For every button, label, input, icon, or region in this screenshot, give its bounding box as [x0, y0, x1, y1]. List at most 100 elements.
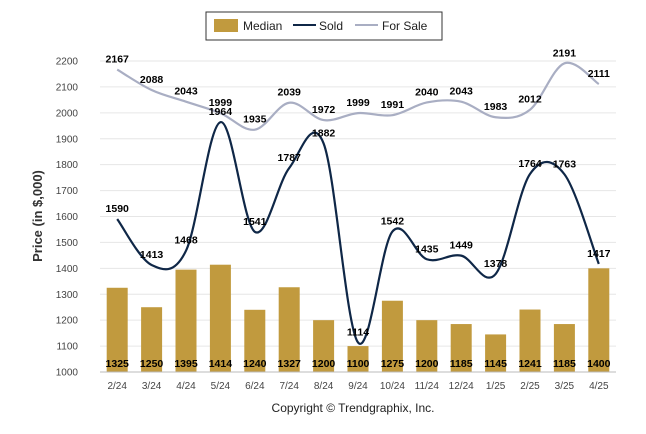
- median-bar: [553, 324, 575, 372]
- sold-data-label: 1417: [587, 248, 611, 260]
- x-tick-label: 9/24: [348, 381, 368, 392]
- median-bar-label: 1100: [347, 358, 370, 370]
- x-tick-label: 10/24: [380, 381, 405, 392]
- median-bar-label: 1325: [106, 358, 130, 370]
- sold-data-label: 1763: [553, 158, 577, 170]
- for-sale-data-label: 1999: [209, 97, 233, 109]
- sold-data-label: 1542: [381, 216, 405, 228]
- y-tick-label: 2100: [56, 82, 79, 93]
- median-bar: [175, 269, 197, 372]
- y-tick-label: 1000: [56, 368, 79, 379]
- sold-data-label: 1882: [312, 127, 336, 139]
- legend-sold-label: Sold: [319, 19, 343, 33]
- for-sale-data-label: 2111: [588, 68, 610, 80]
- median-bar: [519, 309, 541, 372]
- x-tick-label: 5/24: [211, 381, 231, 392]
- for-sale-data-label: 2040: [415, 86, 439, 98]
- median-bar: [450, 324, 472, 372]
- y-axis-label: Price (in $,000): [30, 170, 45, 262]
- median-bar: [416, 320, 438, 372]
- y-tick-label: 1200: [56, 316, 79, 327]
- median-bar-labels: 1325 1250 1395 1414 1240 1327 1200 1100 1275 1200…: [106, 358, 611, 370]
- copyright-text: Copyright © Trendgraphix, Inc.: [272, 401, 435, 415]
- x-tick-label: 1/25: [486, 381, 506, 392]
- median-bar-label: 1145: [484, 358, 507, 370]
- x-tick-label: 3/24: [142, 381, 162, 392]
- for-sale-data-label: 2167: [106, 54, 130, 66]
- median-bar-label: 1275: [381, 358, 405, 370]
- for-sale-data-label: 2088: [140, 74, 164, 86]
- sold-data-label: 1964: [209, 106, 233, 118]
- median-bar-label: 1327: [278, 358, 302, 370]
- y-tick-label: 1100: [56, 342, 78, 353]
- legend-median-swatch: [214, 19, 238, 32]
- median-bar: [347, 346, 369, 372]
- line-data-labels: 2167 2088 2043 1999 1935 2039 1972 1999 1991 2040…: [106, 47, 611, 338]
- for-sale-data-label: 1983: [484, 101, 508, 113]
- median-bar-label: 1200: [415, 358, 439, 370]
- legend-box: [205, 11, 443, 41]
- median-bar: [485, 334, 507, 372]
- median-bar: [588, 268, 610, 372]
- for-sale-data-label: 2043: [450, 86, 474, 98]
- y-tick-label: 1400: [56, 264, 79, 275]
- for-sale-data-label: 1999: [346, 97, 370, 109]
- legend: Median Sold For Sale: [205, 11, 443, 41]
- y-tick-label: 1700: [56, 186, 79, 197]
- y-tick-label: 1600: [56, 212, 79, 223]
- median-bar-label: 1414: [209, 358, 233, 370]
- sold-data-label: 1435: [415, 243, 439, 255]
- x-tick-label: 2/25: [520, 381, 540, 392]
- sold-data-label: 1114: [347, 326, 369, 338]
- median-bar-label: 1200: [312, 358, 336, 370]
- median-bar: [106, 287, 128, 372]
- series-lines: [116, 61, 600, 345]
- median-bar: [278, 287, 300, 372]
- legend-median-label: Median: [243, 19, 282, 33]
- for-sale-data-label: 1972: [312, 104, 336, 116]
- for-sale-line: [116, 61, 600, 131]
- median-bars: [106, 264, 610, 372]
- median-bar-label: 1250: [140, 358, 164, 370]
- y-tick-label: 1900: [56, 134, 79, 145]
- y-tick-label: 2200: [56, 57, 79, 68]
- y-axis-ticks: 1000 1100 1200 1300 1400 1500 1600 1700 1800 1900…: [56, 57, 79, 379]
- x-tick-label: 3/25: [555, 381, 575, 392]
- sold-data-label: 1378: [484, 258, 508, 270]
- legend-for-sale-label: For Sale: [382, 19, 428, 33]
- y-tick-label: 1500: [56, 238, 79, 249]
- x-tick-label: 8/24: [314, 381, 334, 392]
- median-bar-label: 1185: [450, 358, 473, 370]
- x-tick-label: 7/24: [279, 381, 299, 392]
- median-bar-label: 1240: [243, 358, 267, 370]
- x-tick-label: 4/24: [176, 381, 196, 392]
- median-bar-label: 1185: [553, 358, 576, 370]
- x-tick-label: 2/24: [107, 381, 127, 392]
- for-sale-data-label: 1991: [381, 99, 405, 111]
- x-tick-label: 12/24: [449, 381, 474, 392]
- x-tick-label: 6/24: [245, 381, 265, 392]
- y-tick-label: 1800: [56, 160, 79, 171]
- x-tick-label: 4/25: [589, 381, 609, 392]
- median-bar-label: 1395: [174, 358, 198, 370]
- for-sale-data-label: 2191: [553, 47, 577, 59]
- median-bar: [244, 309, 266, 372]
- y-tick-label: 2000: [56, 108, 79, 119]
- sold-data-label: 1764: [518, 158, 542, 170]
- for-sale-data-label: 1935: [243, 114, 267, 126]
- for-sale-data-label: 2039: [278, 87, 302, 99]
- sold-data-label: 1590: [106, 203, 130, 215]
- median-bar: [209, 264, 231, 372]
- median-bar: [381, 300, 403, 372]
- sold-data-label: 1468: [174, 235, 198, 247]
- median-bar: [141, 307, 163, 372]
- median-bar-label: 1400: [587, 358, 611, 370]
- for-sale-data-label: 2043: [174, 86, 198, 98]
- sold-data-label: 1787: [278, 152, 302, 164]
- sold-data-label: 1413: [140, 249, 164, 261]
- x-tick-label: 11/24: [415, 381, 440, 392]
- sold-data-label: 1541: [243, 216, 267, 228]
- x-axis-ticks: 2/24 3/24 4/24 5/24 6/24 7/24 8/24 9/24 10/24 11/…: [107, 381, 609, 392]
- for-sale-data-label: 2012: [518, 94, 542, 106]
